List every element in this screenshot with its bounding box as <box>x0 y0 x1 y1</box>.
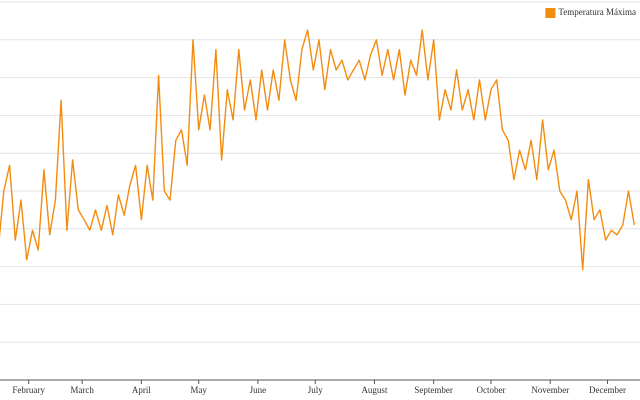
legend-label: Temperatura Máxima <box>558 7 636 17</box>
x-tick-label: April <box>132 385 151 395</box>
x-tick-label: October <box>476 385 505 395</box>
x-tick-label: May <box>190 385 207 395</box>
plot-area <box>0 29 635 271</box>
x-tick-label: July <box>308 385 324 395</box>
legend-swatch <box>545 8 556 18</box>
series-line <box>0 29 635 271</box>
x-tick-label: June <box>250 385 267 395</box>
x-tick-label: December <box>589 385 626 395</box>
x-tick-label: February <box>12 385 45 395</box>
x-tick-label: September <box>414 385 453 395</box>
x-tick-label: March <box>70 385 94 395</box>
x-tick-label: November <box>531 385 569 395</box>
x-tick-label: August <box>361 385 388 395</box>
